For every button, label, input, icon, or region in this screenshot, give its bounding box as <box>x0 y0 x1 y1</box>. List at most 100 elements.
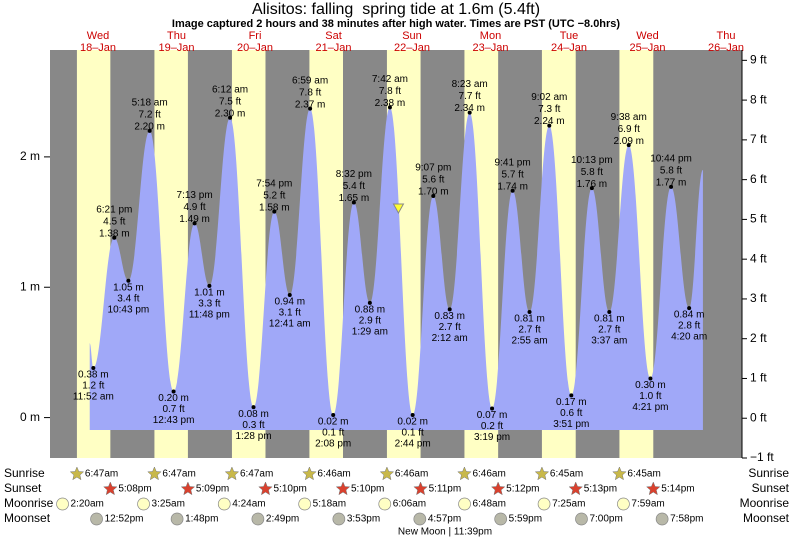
sunrise-icon <box>379 466 395 481</box>
extreme-label: 1.58 m <box>259 202 290 213</box>
moon-phase: New Moon | 11:39pm <box>398 527 492 538</box>
extreme-label: 8:32 pm <box>336 169 372 180</box>
extreme-label: 5.8 ft <box>660 166 682 177</box>
extreme-dot <box>272 209 277 214</box>
extreme-label: 6:21 pm <box>96 204 132 215</box>
row-label: Moonrise <box>740 496 790 510</box>
extreme-label: 2.34 m <box>454 103 485 114</box>
extreme-label: 8:23 am <box>452 79 488 90</box>
y-tick-label: 2 m <box>20 149 40 163</box>
extreme-label: 1.2 ft <box>82 381 104 392</box>
extreme-label: 0.02 m <box>318 417 349 428</box>
day-name: Thu <box>167 30 186 42</box>
event-time: 3:25am <box>152 499 185 510</box>
extreme-label: 0.3 ft <box>242 420 264 431</box>
extreme-dot <box>687 306 692 311</box>
event-time: 7:25am <box>552 499 585 510</box>
extreme-label: 4.5 ft <box>103 216 125 227</box>
extreme-label: 9:07 pm <box>415 163 451 174</box>
extreme-label: 0.81 m <box>514 314 545 325</box>
moonrise-icon <box>617 497 630 511</box>
y2-tick-label: 0 ft <box>750 410 767 424</box>
moonset-icon <box>575 512 588 526</box>
day-name: Fri <box>249 30 262 42</box>
event-time: 7:00pm <box>589 514 622 525</box>
extreme-label: 0.1 ft <box>402 428 424 439</box>
sunrise-icon <box>457 466 472 481</box>
extreme-label: 7:42 am <box>372 74 408 85</box>
sunset-icon <box>335 481 351 496</box>
extreme-dot <box>228 115 233 120</box>
event-time: 5:10pm <box>273 484 306 495</box>
y-tick-label: 1 m <box>20 279 40 293</box>
y2-tick-label: 1 ft <box>750 371 767 385</box>
extreme-label: 3:51 pm <box>553 419 589 430</box>
extreme-label: 2:55 am <box>511 336 547 347</box>
day-date: 25–Jan <box>629 42 665 54</box>
sunrise-icon <box>224 466 240 481</box>
extreme-label: 5.4 ft <box>343 181 365 192</box>
extreme-label: 7:13 pm <box>177 190 213 201</box>
extreme-label: 4.9 ft <box>183 202 205 213</box>
extreme-label: 0.6 ft <box>560 408 582 419</box>
sunset-icon <box>568 481 584 496</box>
extreme-dot <box>410 412 415 417</box>
y-tick-label: 0 m <box>20 410 40 424</box>
event-time: 5:59pm <box>509 514 542 525</box>
current-level <box>392 203 405 215</box>
event-time: 4:24am <box>232 499 265 510</box>
day-date: 24–Jan <box>551 42 587 54</box>
extreme-label: 0.38 m <box>78 370 109 381</box>
sunset-icon <box>180 481 196 496</box>
event-time: 6:45am <box>550 469 583 480</box>
extreme-label: 2:12 am <box>432 333 468 344</box>
row-label: Sunrise <box>748 466 789 480</box>
event-time: 12:52pm <box>105 514 144 525</box>
tide-area <box>89 107 703 431</box>
extreme-label: 0.2 ft <box>481 421 503 432</box>
extreme-label: 0.1 ft <box>322 428 344 439</box>
extreme-label: 1:29 am <box>352 327 388 338</box>
extreme-label: 0.88 m <box>355 305 386 316</box>
extreme-label: 7.8 ft <box>299 87 321 98</box>
sunset-icon <box>645 481 661 496</box>
row-label: Moonset <box>743 511 790 525</box>
moonset-icon <box>90 512 103 526</box>
extreme-label: 6:59 am <box>292 75 328 86</box>
extreme-dot <box>669 184 674 189</box>
extreme-dot <box>147 128 152 133</box>
event-time: 5:13pm <box>584 484 617 495</box>
extreme-label: 4:20 am <box>671 332 707 343</box>
extreme-label: 2.30 m <box>215 108 246 119</box>
event-time: 6:06am <box>393 499 426 510</box>
extreme-label: 3.3 ft <box>198 299 220 310</box>
y2-tick-label: 8 ft <box>750 92 767 106</box>
extreme-dot <box>589 186 594 191</box>
sunrise-icon <box>612 466 627 481</box>
moonrise-icon <box>378 497 392 511</box>
extreme-dot <box>648 376 653 381</box>
extreme-label: 7:54 pm <box>256 178 292 189</box>
moonset-icon <box>251 512 265 526</box>
extreme-label: 0.02 m <box>397 417 428 428</box>
event-time: 7:59am <box>631 499 664 510</box>
y2-tick-label: 9 ft <box>750 53 767 67</box>
extreme-label: 4:21 pm <box>632 402 668 413</box>
row-label: Sunset <box>4 481 42 495</box>
extreme-label: 0.07 m <box>477 410 508 421</box>
sunrise-icon <box>69 466 85 481</box>
extreme-dot <box>447 307 452 312</box>
day-date: 23–Jan <box>472 42 508 54</box>
event-time: 5:14pm <box>661 484 694 495</box>
row-label: Moonset <box>4 511 51 525</box>
extreme-dot <box>490 406 495 411</box>
moonset-icon <box>655 512 669 526</box>
row-label: Sunset <box>752 481 790 495</box>
day-name: Tue <box>560 30 579 42</box>
row-label: Sunrise <box>4 466 45 480</box>
extreme-label: 2:44 pm <box>395 439 431 450</box>
row-label: Moonrise <box>4 496 54 510</box>
extreme-label: 0.94 m <box>274 297 305 308</box>
extreme-label: 7.8 ft <box>379 86 401 97</box>
